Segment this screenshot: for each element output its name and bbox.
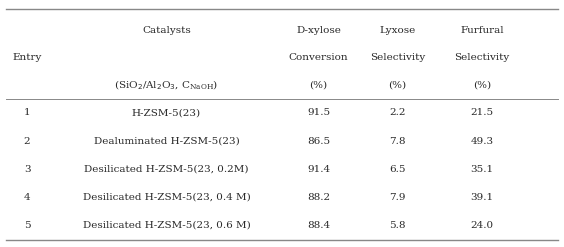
Text: 88.2: 88.2 <box>307 193 331 202</box>
Text: (%): (%) <box>389 81 407 90</box>
Text: H-ZSM-5(23): H-ZSM-5(23) <box>132 108 201 117</box>
Text: (SiO$_2$/Al$_2$O$_3$, C$_\mathregular{NaOH}$): (SiO$_2$/Al$_2$O$_3$, C$_\mathregular{Na… <box>114 78 218 92</box>
Text: 6.5: 6.5 <box>389 165 406 174</box>
Text: Desilicated H-ZSM-5(23, 0.6 M): Desilicated H-ZSM-5(23, 0.6 M) <box>82 221 250 230</box>
Text: Catalysts: Catalysts <box>142 26 191 35</box>
Text: 3: 3 <box>24 165 30 174</box>
Text: 39.1: 39.1 <box>470 193 494 202</box>
Text: 21.5: 21.5 <box>470 108 494 117</box>
Text: 24.0: 24.0 <box>470 221 494 230</box>
Text: (%): (%) <box>473 81 491 90</box>
Text: Lyxose: Lyxose <box>380 26 416 35</box>
Text: Furfural: Furfural <box>460 26 504 35</box>
Text: Conversion: Conversion <box>289 53 349 62</box>
Text: 2: 2 <box>24 137 30 145</box>
Text: Selectivity: Selectivity <box>370 53 425 62</box>
Text: 2.2: 2.2 <box>389 108 406 117</box>
Text: 4: 4 <box>24 193 30 202</box>
Text: 49.3: 49.3 <box>470 137 494 145</box>
Text: 91.5: 91.5 <box>307 108 331 117</box>
Text: 86.5: 86.5 <box>307 137 331 145</box>
Text: 7.8: 7.8 <box>389 137 406 145</box>
Text: Dealuminated H-ZSM-5(23): Dealuminated H-ZSM-5(23) <box>94 137 239 145</box>
Text: Desilicated H-ZSM-5(23, 0.4 M): Desilicated H-ZSM-5(23, 0.4 M) <box>82 193 250 202</box>
Text: Selectivity: Selectivity <box>455 53 510 62</box>
Text: 88.4: 88.4 <box>307 221 331 230</box>
Text: 1: 1 <box>24 108 30 117</box>
Text: 5.8: 5.8 <box>389 221 406 230</box>
Text: Entry: Entry <box>12 53 42 62</box>
Text: 91.4: 91.4 <box>307 165 331 174</box>
Text: Desilicated H-ZSM-5(23, 0.2M): Desilicated H-ZSM-5(23, 0.2M) <box>84 165 249 174</box>
Text: (%): (%) <box>310 81 328 90</box>
Text: 7.9: 7.9 <box>389 193 406 202</box>
Text: 5: 5 <box>24 221 30 230</box>
Text: 35.1: 35.1 <box>470 165 494 174</box>
Text: D-xylose: D-xylose <box>296 26 341 35</box>
